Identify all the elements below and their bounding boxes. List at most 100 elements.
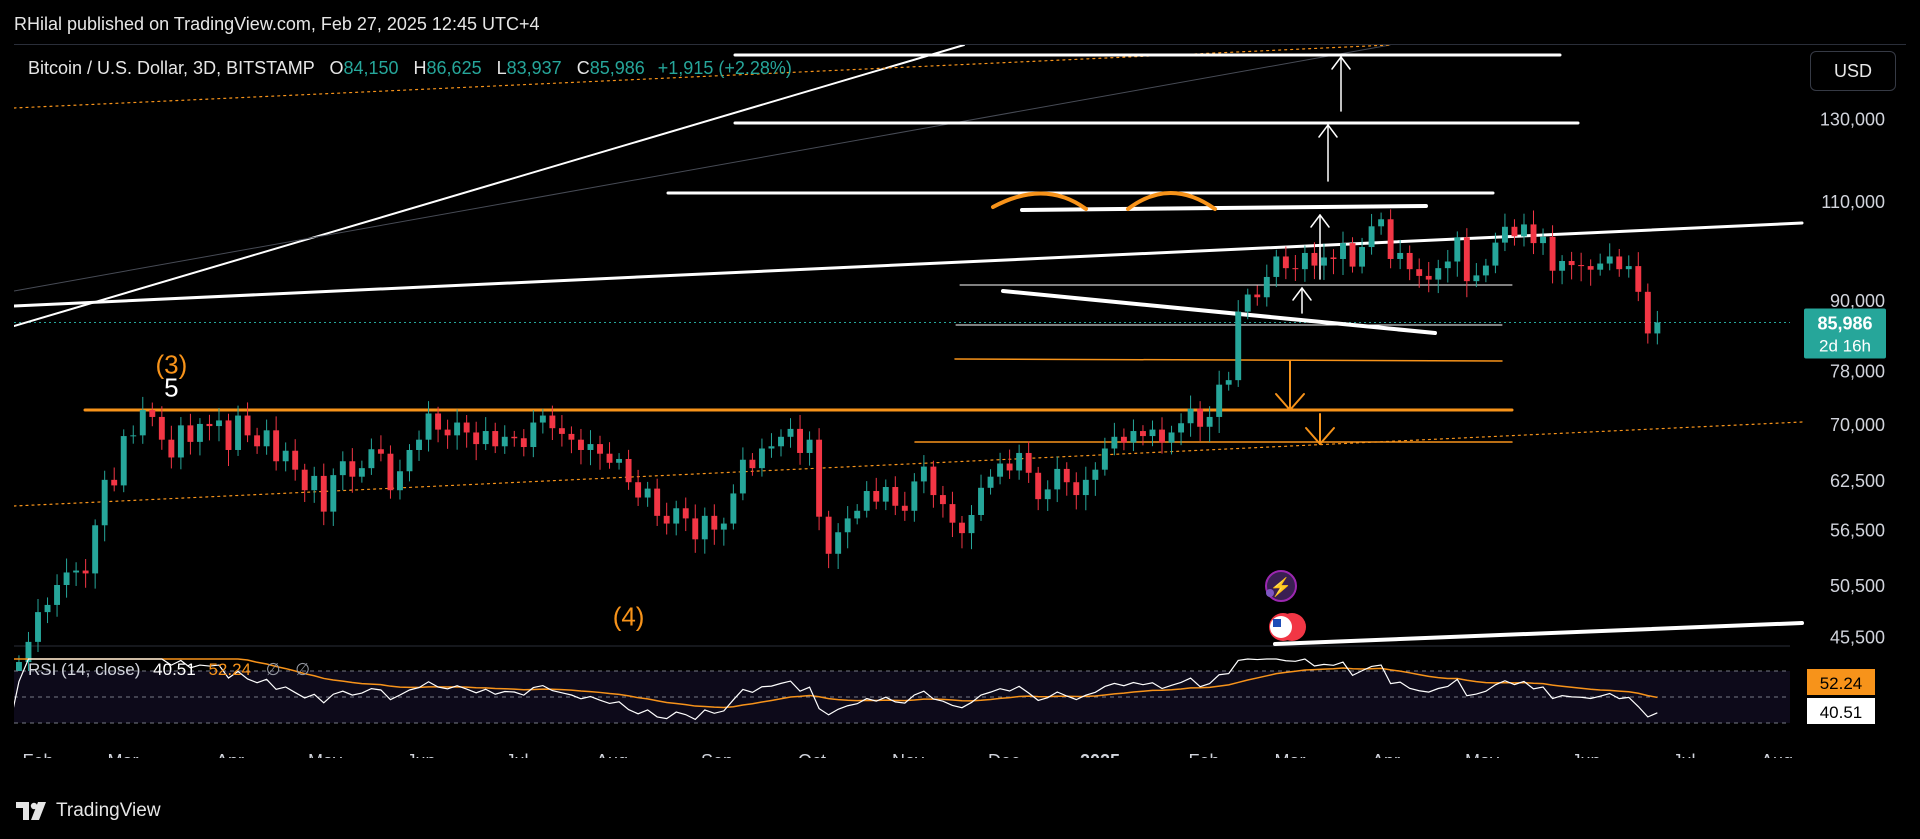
tradingview-wordmark: TradingView [56, 800, 161, 821]
candle-down [930, 466, 937, 496]
neckline[interactable] [1001, 289, 1437, 335]
publisher-caption: RHilal published on TradingView.com, Feb… [14, 14, 540, 34]
orange-dotted-lower[interactable] [14, 421, 1803, 507]
candle-up [406, 449, 413, 472]
candle-up [1597, 263, 1604, 270]
time-axis-label: Feb [1188, 751, 1219, 758]
chart-frame[interactable]: (3) 5 (4) ⚡ 130,000 110,000 90,000 78,000 70,000… [14, 44, 1906, 758]
open-label: O [329, 58, 344, 78]
us-flag-canton [1273, 619, 1281, 627]
candle-up [1320, 257, 1327, 266]
time-axis-label: Oct [798, 751, 826, 758]
price-axis-label: 110,000 [1821, 192, 1885, 212]
arrow-up-130k-head-l[interactable] [1318, 124, 1329, 138]
time-axis-label: Apr [1372, 751, 1400, 758]
candle-up [1606, 256, 1613, 264]
arrow-down-73k-head-r[interactable] [1289, 393, 1305, 411]
candle-up [1378, 219, 1385, 227]
rsi-ma-tag [1807, 669, 1875, 695]
channel-upper-line-1[interactable] [14, 45, 965, 327]
candle-down [606, 453, 613, 463]
candle-down [1635, 266, 1642, 292]
rsi-tag-text: 40.51 [1820, 703, 1863, 722]
candle-down [520, 438, 527, 448]
rsi-tag [1807, 698, 1875, 724]
candle-down [635, 482, 642, 498]
candle-up [216, 420, 222, 427]
wave-label: (3) [155, 350, 187, 380]
candle-up [1149, 429, 1156, 437]
candle-up [54, 585, 61, 605]
candle-down [1292, 268, 1299, 270]
candle-up [978, 487, 984, 516]
candle-down [1511, 226, 1518, 237]
lower-support-line[interactable] [1273, 621, 1804, 646]
rsi-extra-1: ∅ [265, 660, 281, 679]
candle-down [711, 515, 718, 530]
candle-up [1092, 469, 1099, 480]
arrow-up-110k-head-r[interactable] [1319, 214, 1330, 228]
rsi-extra-2: ∅ [295, 660, 311, 679]
candle-down [301, 469, 308, 491]
candle-down [82, 570, 89, 574]
tradingview-logo-icon [16, 802, 46, 820]
rsi-value: 40.51 [153, 660, 196, 679]
candle-down [387, 453, 394, 491]
candle-up [1130, 431, 1137, 443]
candle-down [1616, 256, 1623, 270]
currency-button[interactable]: USD [1810, 51, 1896, 91]
time-axis-label: Nov [892, 751, 924, 758]
candle-up [397, 471, 403, 491]
double-top-arc-2[interactable] [1126, 191, 1217, 211]
arrow-down-67k-head-r[interactable] [1319, 427, 1335, 445]
arrow-down-73k-head-l[interactable] [1275, 393, 1291, 411]
arrow-up-110k-head-l[interactable] [1310, 214, 1321, 228]
candle-up [1368, 226, 1375, 248]
candle-up [358, 468, 365, 477]
last-price-tag[interactable] [1804, 308, 1886, 359]
close-label: C [576, 58, 590, 78]
candle-down [511, 436, 518, 439]
candle-up [863, 491, 870, 511]
rsi-indicator-label[interactable]: RSI (14, close) [28, 660, 141, 679]
support-line-79k[interactable] [954, 358, 1503, 362]
candle-up [196, 423, 203, 442]
arrow-down-67k-head-l[interactable] [1305, 427, 1321, 445]
candle-up [739, 459, 746, 494]
countdown-text: 2d 16h [1819, 336, 1871, 355]
arrow-up-145k-head-l[interactable] [1331, 56, 1342, 70]
candle-up [339, 461, 346, 476]
candle-down [549, 415, 556, 429]
rsi-legend: RSI (14, close) 40.51 52.24 ∅ ∅ [28, 660, 310, 680]
wave-label: (4) [613, 602, 645, 632]
symbol-name: Bitcoin / U.S. Dollar, 3D, BITSTAMP [28, 58, 315, 78]
arrow-up-92k-head-l[interactable] [1292, 287, 1303, 301]
arrow-up-130k-head-r[interactable] [1327, 124, 1338, 138]
low-value: 83,937 [506, 58, 562, 78]
candle-down [939, 495, 946, 505]
open-value: 84,150 [343, 58, 399, 78]
candle-down [1330, 257, 1337, 259]
sparkle-icon [1266, 589, 1274, 597]
arrow-up-145k-head-r[interactable] [1340, 56, 1351, 70]
candle-up [1216, 384, 1223, 417]
candle-up [1263, 276, 1270, 298]
price-chart[interactable]: (3)5 (4) ⚡ 130,000 110,000 90,000 78,000 70,000… [14, 45, 1906, 758]
double-top-arc-1[interactable] [991, 191, 1088, 211]
time-axis-label: Jun [406, 751, 435, 758]
tradingview-logo[interactable]: TradingView [16, 800, 161, 822]
candle-up [35, 612, 41, 642]
resistance-line[interactable] [1020, 204, 1428, 212]
arrow-up-92k-head-r[interactable] [1301, 287, 1312, 301]
candle-up [701, 515, 708, 540]
candle-up [1178, 423, 1185, 433]
candle-up [968, 515, 975, 534]
candle-down [578, 439, 584, 450]
candle-up [1435, 268, 1442, 280]
candle-up [1082, 479, 1089, 496]
last-price-text: 85,986 [1817, 313, 1872, 333]
candle-down [225, 420, 232, 450]
time-axis-label: May [308, 751, 342, 758]
time-axis-label: Jul [1672, 751, 1695, 758]
channel-upper-line-2[interactable] [14, 45, 1391, 292]
